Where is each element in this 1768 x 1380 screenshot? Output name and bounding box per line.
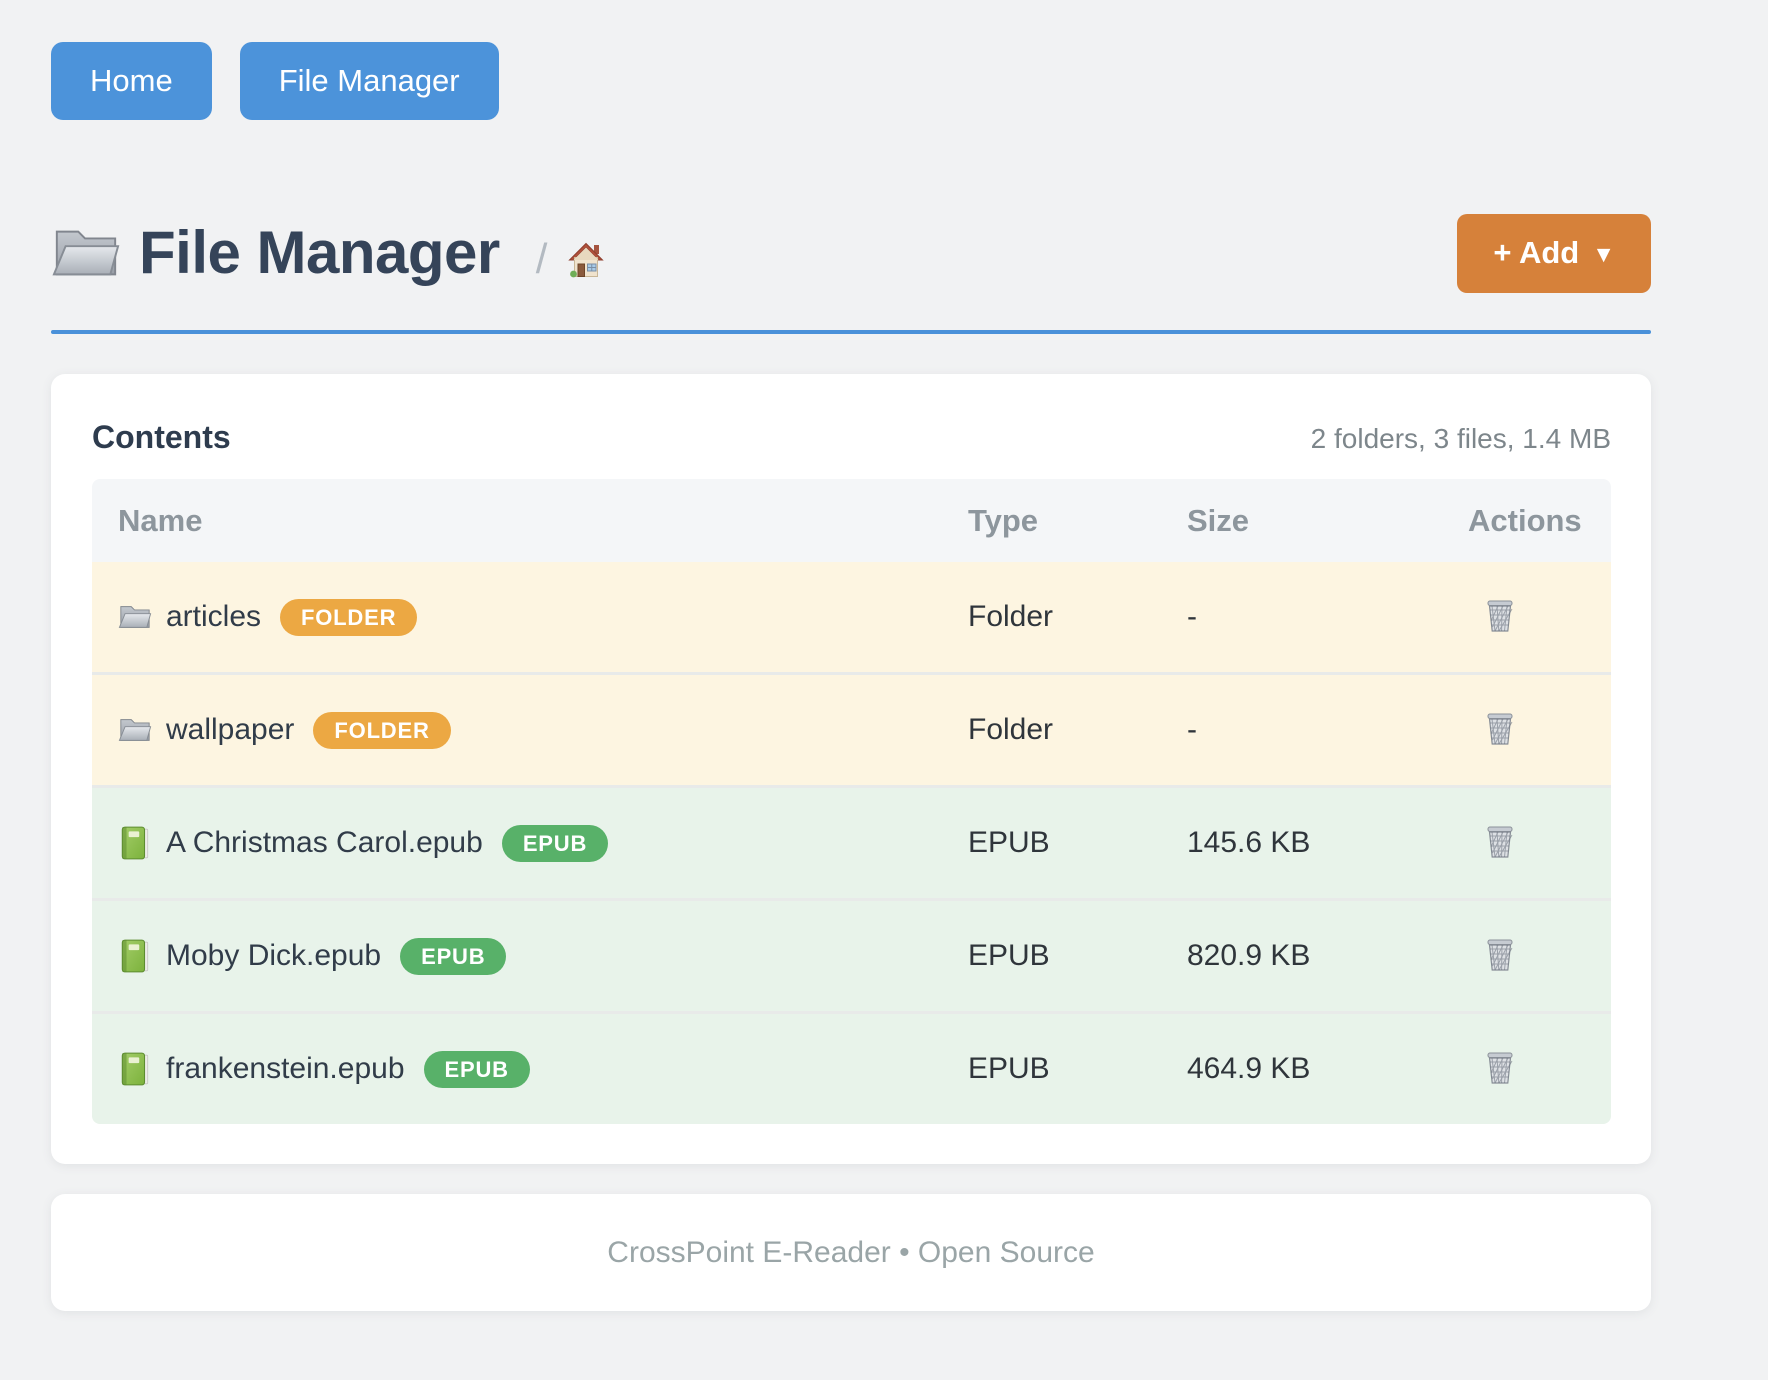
breadcrumb-separator: / [535, 235, 548, 282]
trash-icon [1487, 599, 1513, 632]
trash-icon [1487, 825, 1513, 858]
file-size: - [1187, 600, 1197, 633]
file-name-link[interactable]: articles [166, 600, 262, 633]
table-row[interactable]: wallpaper FOLDER Folder - [92, 672, 1611, 785]
table-row[interactable]: frankenstein.epub EPUB EPUB 464.9 KB [92, 1011, 1611, 1124]
trash-icon [1487, 938, 1513, 971]
table-header-row: Name Type Size Actions [92, 479, 1611, 562]
file-table: Name Type Size Actions articles FOLDER F… [92, 479, 1611, 1124]
book-icon [121, 939, 149, 973]
contents-summary: 2 folders, 3 files, 1.4 MB [1310, 423, 1611, 454]
contents-heading: Contents [92, 419, 231, 455]
epub-badge: EPUB [501, 824, 609, 862]
file-type: EPUB [968, 1052, 1050, 1085]
page-header: File Manager / + Add ▼ [51, 212, 1651, 294]
file-name-link[interactable]: A Christmas Carol.epub [166, 826, 483, 859]
add-button-label: + Add [1493, 235, 1580, 270]
delete-button[interactable] [1483, 936, 1517, 972]
folder-badge: FOLDER [280, 598, 418, 636]
footer-card: CrossPoint E-Reader • Open Source [51, 1194, 1651, 1311]
column-header-name: Name [118, 502, 203, 538]
file-name-link[interactable]: wallpaper [166, 713, 295, 746]
folder-icon [118, 606, 152, 628]
delete-button[interactable] [1483, 1049, 1517, 1085]
contents-card-header: Contents 2 folders, 3 files, 1.4 MB [92, 420, 1611, 455]
house-icon[interactable] [567, 239, 605, 279]
file-type: EPUB [968, 826, 1050, 859]
file-name-link[interactable]: frankenstein.epub [166, 1052, 405, 1085]
page-title: File Manager [139, 219, 500, 286]
column-header-type: Type [968, 502, 1039, 538]
epub-badge: EPUB [400, 937, 507, 975]
file-type: EPUB [968, 939, 1050, 972]
book-icon [121, 1052, 149, 1086]
nav-file-manager-button[interactable]: File Manager [239, 42, 499, 120]
file-type: Folder [968, 600, 1054, 633]
book-icon [121, 826, 149, 860]
file-type: Folder [968, 713, 1054, 746]
nav-home-button[interactable]: Home [51, 42, 212, 120]
folder-icon [118, 719, 152, 741]
open-folder-icon [52, 230, 120, 276]
column-header-size: Size [1187, 502, 1250, 538]
contents-card: Contents 2 folders, 3 files, 1.4 MB Name… [51, 374, 1651, 1164]
add-button[interactable]: + Add ▼ [1457, 213, 1651, 293]
trash-icon [1487, 712, 1513, 745]
trash-icon [1487, 1051, 1513, 1084]
file-size: 145.6 KB [1187, 826, 1311, 859]
footer-text: CrossPoint E-Reader • Open Source [607, 1235, 1095, 1269]
delete-button[interactable] [1483, 823, 1517, 859]
table-row[interactable]: A Christmas Carol.epub EPUB EPUB 145.6 K… [92, 785, 1611, 898]
epub-badge: EPUB [423, 1050, 530, 1088]
column-header-actions: Actions [1468, 502, 1582, 538]
file-size: 820.9 KB [1187, 939, 1311, 972]
delete-button[interactable] [1483, 710, 1517, 746]
delete-button[interactable] [1483, 597, 1517, 633]
chevron-down-icon: ▼ [1592, 240, 1615, 267]
file-size: 464.9 KB [1187, 1052, 1311, 1085]
top-nav: Home File Manager [51, 0, 1651, 120]
file-size: - [1187, 713, 1197, 746]
folder-badge: FOLDER [313, 711, 451, 749]
file-name-link[interactable]: Moby Dick.epub [166, 939, 382, 972]
page: Home File Manager File Manager / + Add ▼… [51, 0, 1651, 1311]
header-divider [51, 330, 1651, 334]
table-row[interactable]: Moby Dick.epub EPUB EPUB 820.9 KB [92, 898, 1611, 1011]
table-row[interactable]: articles FOLDER Folder - [92, 562, 1611, 672]
